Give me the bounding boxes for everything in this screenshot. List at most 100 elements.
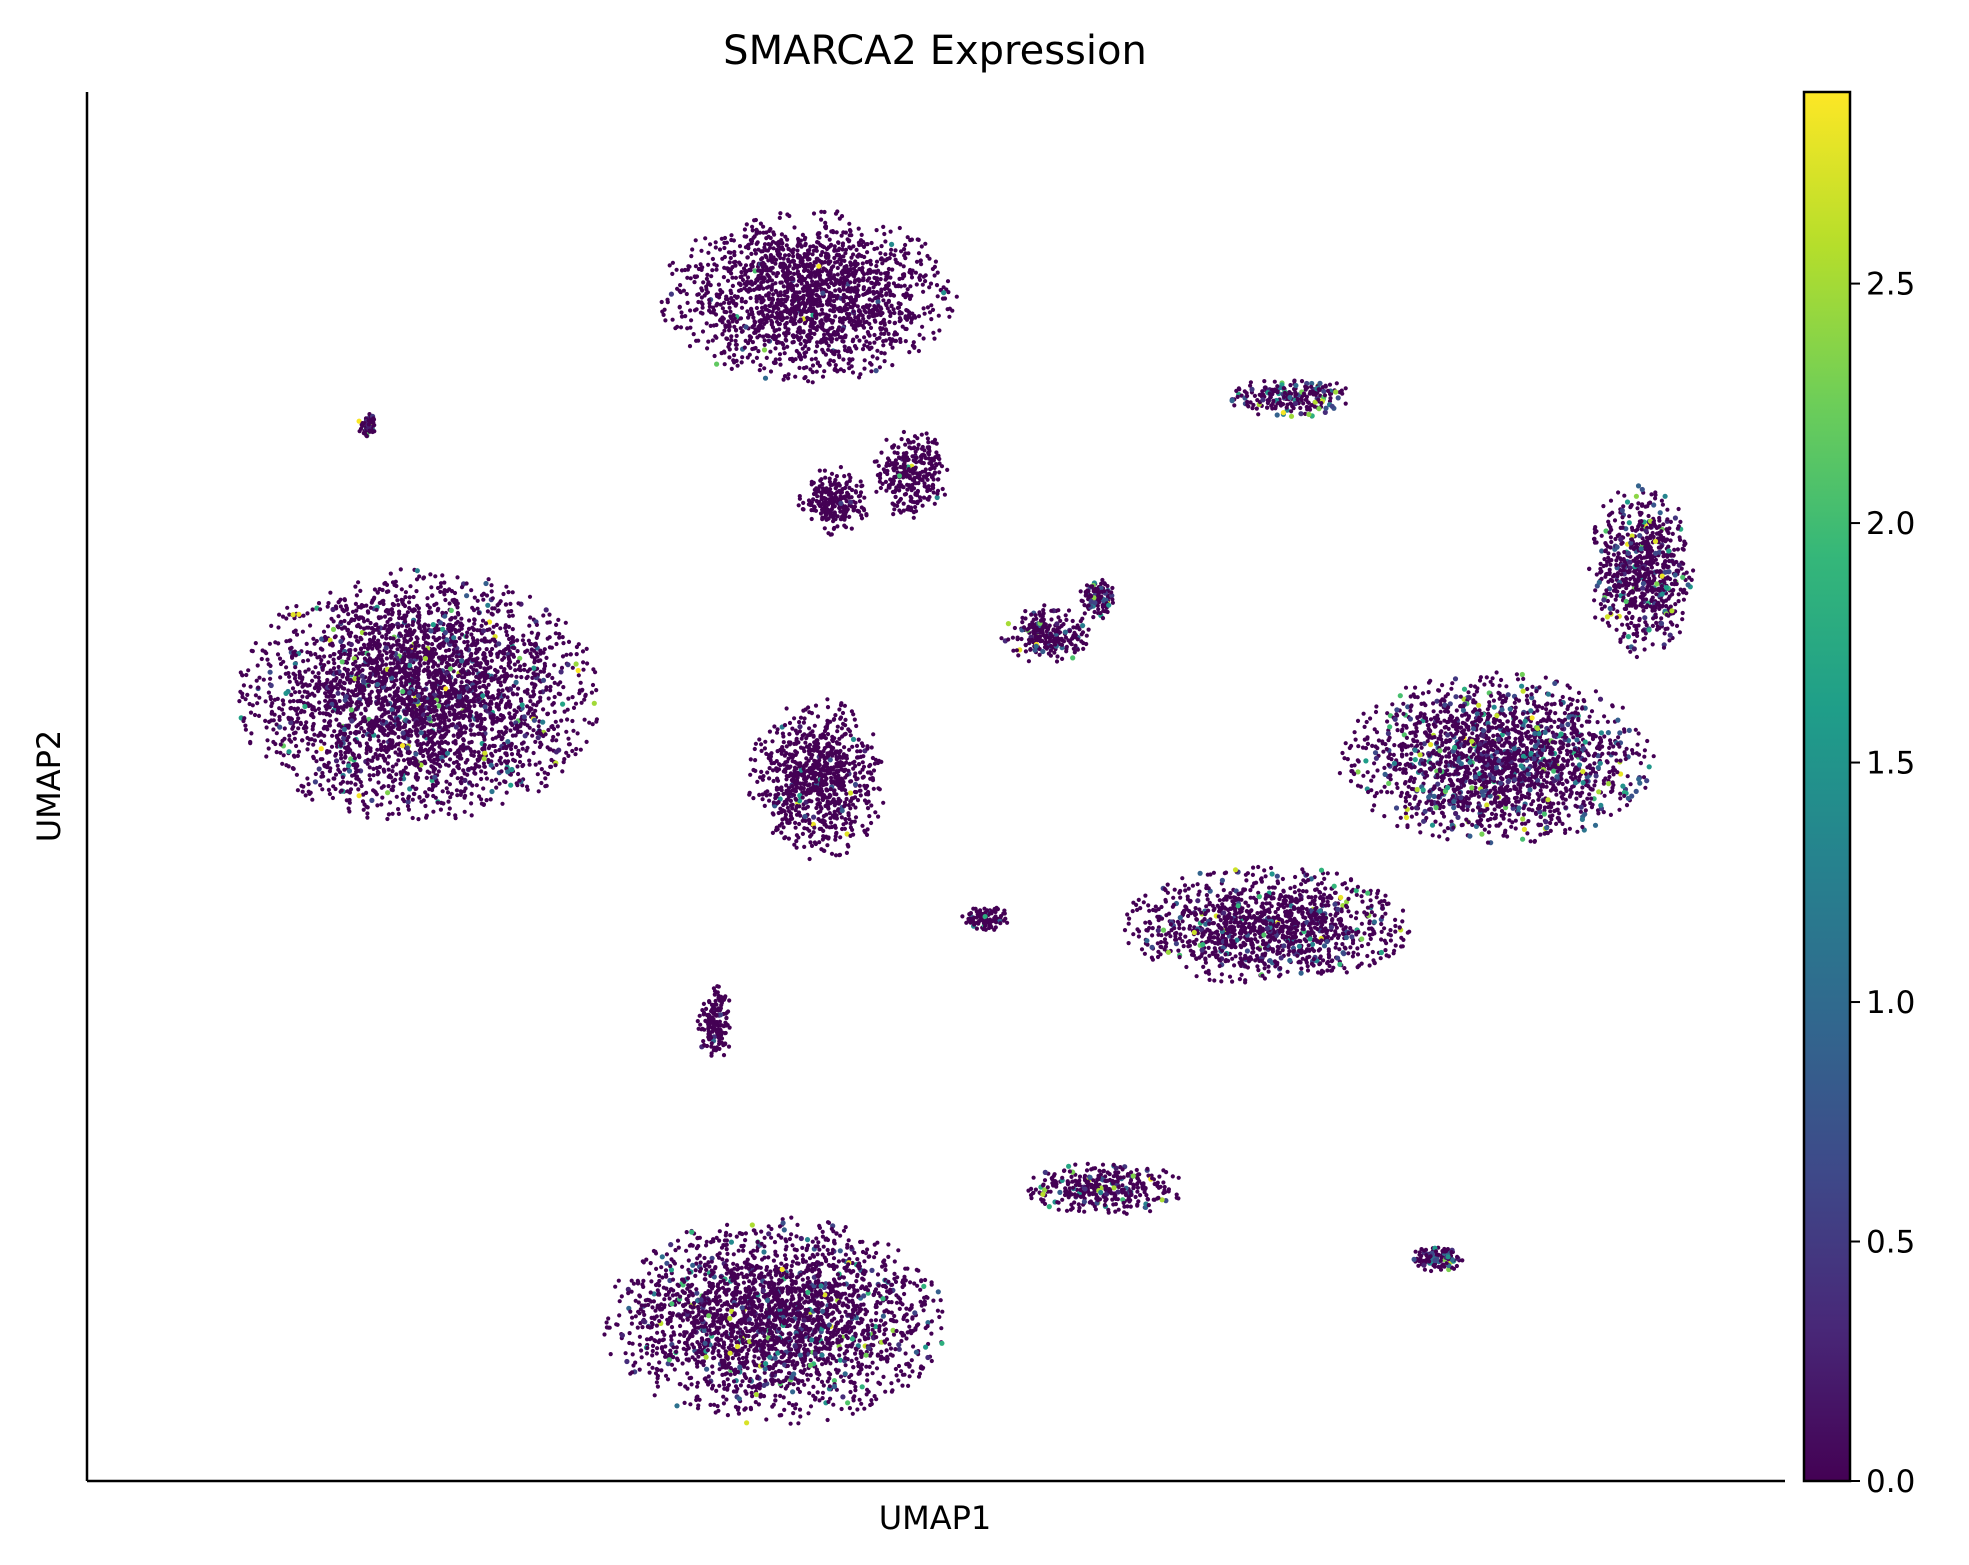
data-point bbox=[321, 629, 327, 634]
data-point bbox=[708, 323, 713, 328]
data-point bbox=[823, 352, 829, 357]
data-point bbox=[898, 337, 903, 342]
data-point bbox=[886, 281, 891, 286]
data-point bbox=[778, 362, 783, 367]
data-point bbox=[305, 747, 310, 752]
data-point bbox=[699, 295, 705, 300]
data-point bbox=[466, 626, 472, 632]
data-point bbox=[854, 334, 860, 339]
data-point bbox=[461, 748, 466, 753]
data-point bbox=[821, 507, 827, 513]
data-point bbox=[486, 577, 491, 582]
data-point bbox=[786, 372, 791, 377]
data-point bbox=[290, 686, 296, 691]
data-point bbox=[540, 677, 547, 683]
data-point bbox=[343, 755, 348, 760]
data-point bbox=[805, 286, 810, 291]
data-point bbox=[348, 697, 353, 702]
data-point bbox=[861, 316, 866, 321]
data-point bbox=[504, 584, 509, 589]
data-point bbox=[574, 652, 579, 657]
data-point bbox=[294, 743, 299, 749]
data-point bbox=[862, 366, 867, 371]
data-point bbox=[342, 618, 347, 624]
data-point bbox=[421, 798, 426, 803]
data-point bbox=[824, 289, 829, 294]
data-point bbox=[494, 785, 499, 790]
data-point bbox=[936, 477, 941, 482]
data-point bbox=[908, 494, 913, 499]
data-point bbox=[886, 266, 892, 272]
data-point bbox=[767, 303, 773, 309]
data-point bbox=[446, 718, 452, 723]
data-point bbox=[490, 721, 495, 726]
data-point bbox=[330, 643, 335, 648]
data-point bbox=[820, 290, 826, 296]
data-point bbox=[338, 678, 343, 683]
data-point bbox=[673, 326, 678, 331]
data-point bbox=[733, 259, 738, 264]
data-point bbox=[940, 486, 945, 492]
data-point bbox=[385, 816, 390, 822]
data-point bbox=[771, 292, 776, 297]
data-point bbox=[811, 497, 816, 502]
data-point bbox=[491, 637, 497, 642]
data-point bbox=[788, 248, 794, 253]
data-point bbox=[726, 301, 732, 306]
data-point bbox=[769, 322, 774, 327]
data-point bbox=[915, 237, 920, 242]
data-point bbox=[744, 222, 749, 227]
data-point bbox=[759, 262, 764, 267]
data-point bbox=[246, 668, 251, 673]
data-point bbox=[340, 674, 345, 679]
data-point bbox=[840, 247, 845, 252]
data-point bbox=[503, 759, 508, 764]
data-point bbox=[901, 429, 907, 435]
data-point bbox=[670, 271, 675, 276]
data-point bbox=[497, 733, 502, 739]
data-point bbox=[733, 338, 738, 343]
data-point bbox=[552, 694, 557, 700]
data-point bbox=[849, 286, 854, 291]
data-point bbox=[823, 220, 828, 225]
data-point bbox=[865, 271, 870, 276]
data-point bbox=[469, 749, 474, 754]
data-point bbox=[803, 235, 808, 240]
data-point bbox=[798, 255, 803, 260]
data-point bbox=[498, 599, 503, 604]
data-point bbox=[757, 333, 762, 338]
data-point bbox=[515, 649, 520, 654]
data-point bbox=[847, 357, 852, 362]
data-point bbox=[847, 245, 852, 250]
data-point bbox=[356, 754, 361, 759]
data-point bbox=[366, 703, 371, 708]
data-point bbox=[879, 331, 884, 336]
data-point bbox=[317, 654, 322, 660]
data-point bbox=[778, 255, 783, 261]
data-point bbox=[862, 320, 867, 325]
data-point bbox=[495, 609, 500, 614]
data-point bbox=[422, 695, 427, 700]
data-point bbox=[849, 526, 854, 531]
data-point bbox=[896, 445, 901, 450]
data-point bbox=[815, 272, 820, 277]
data-point bbox=[839, 516, 844, 522]
data-point bbox=[881, 343, 886, 348]
data-point bbox=[544, 655, 549, 661]
data-point bbox=[403, 619, 408, 624]
data-point bbox=[838, 500, 844, 506]
data-point bbox=[875, 348, 880, 353]
data-point bbox=[788, 319, 793, 324]
data-point bbox=[930, 266, 936, 272]
data-point bbox=[347, 797, 352, 803]
data-point bbox=[889, 462, 894, 467]
data-point bbox=[356, 777, 361, 782]
data-point bbox=[521, 633, 526, 638]
data-point bbox=[884, 437, 889, 442]
data-point bbox=[543, 607, 549, 613]
data-point bbox=[527, 623, 532, 628]
data-point bbox=[575, 667, 581, 674]
data-point bbox=[745, 309, 750, 314]
data-point bbox=[450, 657, 455, 663]
data-point bbox=[262, 649, 268, 654]
